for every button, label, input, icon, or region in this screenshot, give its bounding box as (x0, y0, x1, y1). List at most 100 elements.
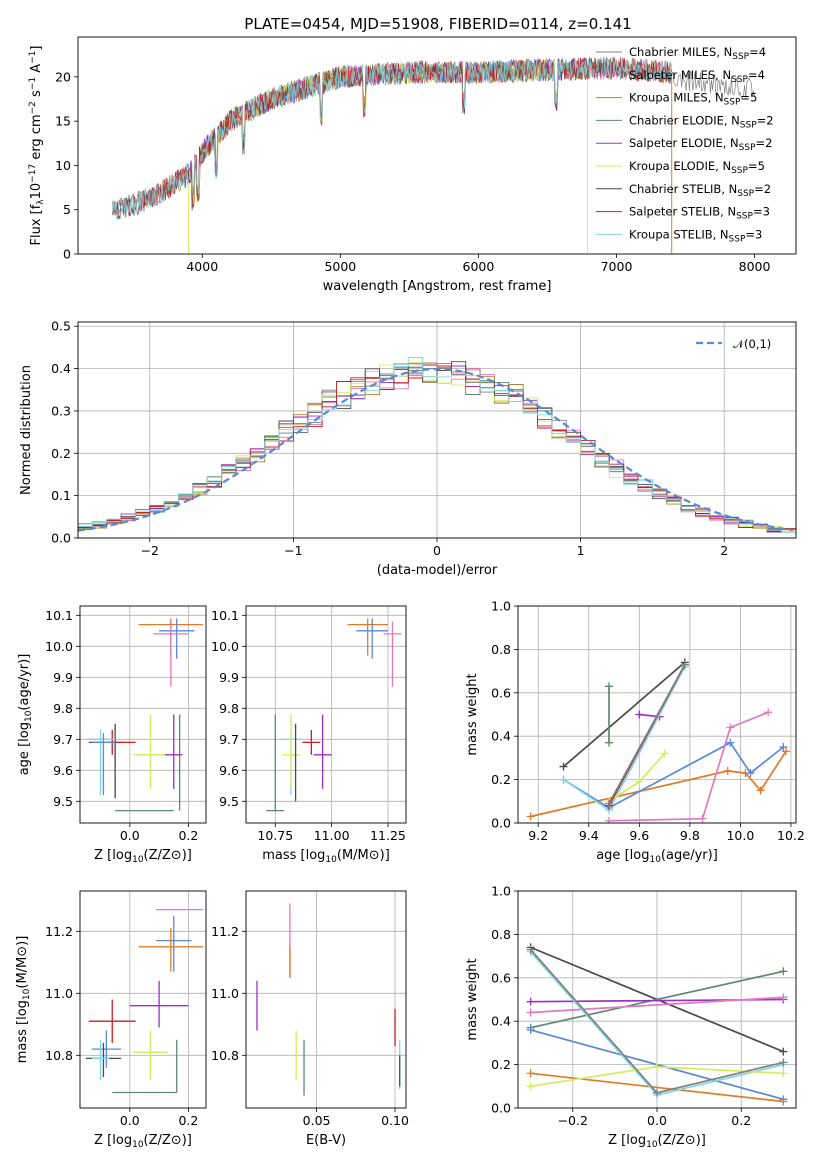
axes-frame (517, 605, 797, 824)
weight-line (530, 996, 784, 1014)
weight-marker (779, 993, 788, 1002)
weight-marker (635, 710, 644, 719)
normal-curve (78, 367, 794, 532)
weight-marker (746, 769, 755, 778)
y-tick-label: 11.0 (45, 986, 73, 1001)
y-axis-label: Flux [fλ10−17 erg cm−2 s−1 A−1] (28, 46, 46, 246)
x-axis-label: Z [log10(Z/Z⊙)] (94, 1133, 192, 1150)
y-tick-label: 20 (55, 69, 71, 84)
errorbar-point (153, 621, 189, 687)
spectrum-line (188, 57, 589, 205)
plot-area-spectrum (112, 56, 755, 254)
histogram-step (78, 357, 796, 533)
y-tick-label: 9.6 (53, 763, 73, 778)
x-tick-label: 10.0 (726, 828, 754, 843)
weight-marker (635, 777, 644, 786)
spectrum-line-tail (671, 70, 755, 99)
y-tick-label: 10.8 (211, 1048, 239, 1063)
axes-frame (79, 605, 207, 824)
y-tick-label: 0.0 (491, 1101, 511, 1116)
y-tick-label: 9.6 (219, 763, 239, 778)
legend-label: Chabrier MILES, NSSP=4 (629, 45, 766, 62)
weight-marker (726, 723, 735, 732)
y-tick-label: 0.4 (51, 361, 71, 376)
y-tick-label: 10.0 (211, 639, 239, 654)
x-axis-label: Z [log10(Z/Z⊙)] (94, 848, 192, 865)
errorbar-point (156, 915, 192, 972)
y-axis-label: mass weight (465, 958, 480, 1040)
x-tick-label: 0.2 (731, 1113, 751, 1128)
y-tick-label: 10.1 (211, 608, 239, 623)
weight-marker (526, 945, 535, 954)
weight-marker (779, 1047, 788, 1056)
x-tick-label: 0.2 (178, 828, 198, 843)
legend-label: Salpeter MILES, NSSP=4 (629, 68, 765, 85)
x-tick-label: 0 (433, 543, 441, 558)
panel-mass_vs_EBV: 0.05 0.10 10.8 11.0 11.2 E(B-V) (211, 890, 409, 1148)
weight-marker (653, 1062, 661, 1071)
y-tick-label: 0.2 (491, 772, 511, 787)
x-tick-label: 10.75 (257, 828, 293, 843)
axes-frame (77, 321, 797, 539)
plot-area-age_vs_mass (266, 618, 402, 812)
y-tick-label: 0.2 (491, 1057, 511, 1072)
weight-marker (779, 1097, 788, 1106)
weight-line (608, 711, 769, 822)
y-tick-label: 11.2 (45, 924, 73, 939)
y-tick-label: 0.1 (51, 488, 71, 503)
weight-marker (680, 660, 689, 669)
weight-marker (781, 747, 790, 756)
y-tick-label: 0.3 (51, 403, 71, 418)
legend-label: Kroupa STELIB, NSSP=3 (629, 227, 762, 244)
x-tick-label: 4000 (186, 259, 218, 274)
weight-marker (779, 967, 788, 976)
weight-marker (604, 799, 613, 808)
errorbar-point (313, 714, 332, 789)
y-tick-label: 0.0 (491, 816, 511, 831)
y-tick-label: 9.9 (219, 670, 239, 685)
errorbar-point (356, 618, 388, 659)
errorbar-point (91, 1030, 122, 1068)
x-axis-label: mass [log10(M/M⊙)] (262, 848, 390, 865)
x-tick-label: 7000 (601, 259, 633, 274)
y-tick-label: 10.1 (45, 608, 73, 623)
weight-marker (604, 738, 613, 747)
y-tick-label: 9.8 (219, 701, 239, 716)
weight-line (530, 1072, 784, 1103)
y-tick-label: 0.8 (491, 642, 511, 657)
plot-area-mass_vs_EBV (256, 903, 401, 1096)
weight-marker (604, 682, 613, 691)
panel-mass_weight_vs_Z: −0.2 0.0 0.2 0.0 0.2 0.4 0.6 0.8 1.0 Z [log10(Z/Z… (465, 884, 797, 1150)
y-tick-label: 0.4 (491, 729, 511, 744)
errorbar-point (132, 714, 168, 789)
x-tick-label: 0.0 (647, 1113, 667, 1128)
weight-marker (779, 1058, 788, 1067)
y-tick-label: 9.7 (53, 732, 73, 747)
weight-line (563, 666, 686, 812)
errorbar-point (132, 1030, 168, 1081)
panel-age_vs_mass: 10.75 11.00 11.25 9.5 9.6 9.7 9.8 9.9 10.0 10.1 ma… (211, 605, 407, 865)
plot-area-age_vs_Z (85, 618, 204, 812)
weight-marker (779, 1069, 788, 1078)
weight-marker (756, 786, 765, 795)
weight-line (530, 970, 784, 1029)
legend-label: 𝒩(0,1) (733, 337, 771, 351)
figure-title: PLATE=0454, MJD=51908, FIBERID=0114, z=0… (244, 15, 631, 33)
errorbar-point (159, 618, 195, 659)
spectrum-legend: Chabrier MILES, NSSP=4 Salpeter MILES, NS… (596, 45, 774, 244)
plot-area-mass_weight_vs_age (526, 658, 790, 823)
y-tick-label: 0.4 (491, 1014, 511, 1029)
y-tick-label: 1.0 (491, 599, 511, 614)
panel-spectrum: 4000 5000 6000 7000 8000 0 5 10 15 20 wavelength [… (28, 36, 797, 294)
y-axis-label: age [log10(age/yr)] (17, 654, 34, 776)
y-tick-label: 10.0 (45, 639, 73, 654)
y-tick-label: 10.8 (45, 1048, 73, 1063)
x-tick-label: −1 (284, 543, 302, 558)
weight-marker (526, 1025, 535, 1034)
histogram-step (78, 361, 796, 533)
histogram-step (78, 364, 796, 532)
legend-label: Chabrier STELIB, NSSP=2 (629, 182, 771, 199)
y-tick-label: 9.7 (219, 732, 239, 747)
errorbar-point (85, 1042, 122, 1077)
y-tick-label: 9.5 (53, 794, 73, 809)
